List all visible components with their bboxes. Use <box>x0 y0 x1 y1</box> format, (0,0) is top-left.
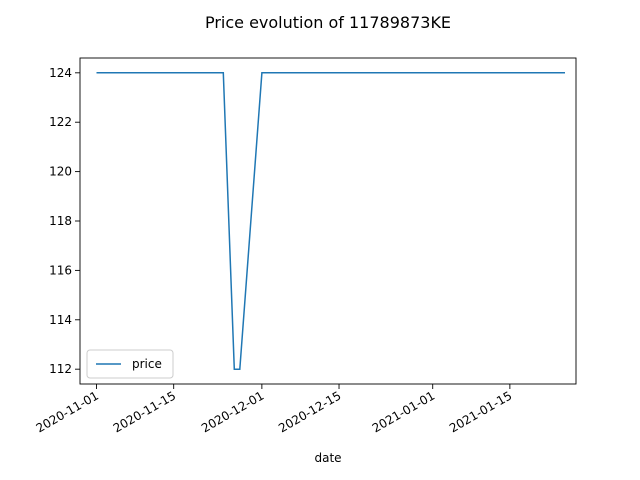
y-tick-label: 118 <box>49 214 72 228</box>
legend-box <box>86 349 174 379</box>
x-axis-label: date <box>314 451 341 465</box>
y-tick-label: 114 <box>49 313 72 327</box>
chart-title: Price evolution of 11789873KE <box>205 13 451 32</box>
y-axis: 112 114 116 118 120 122 124 <box>49 66 80 376</box>
y-tick-label: 112 <box>49 362 72 376</box>
y-tick-label: 116 <box>49 263 72 277</box>
legend-label-price: price <box>132 357 162 371</box>
y-tick-label: 124 <box>49 66 72 80</box>
y-tick-label: 122 <box>49 115 72 129</box>
series-line-price <box>96 72 565 370</box>
plot-background <box>80 58 576 384</box>
plot-frame <box>79 57 577 385</box>
y-tick-label: 120 <box>49 165 72 179</box>
legend: price <box>86 349 174 379</box>
plot-area <box>80 58 576 384</box>
